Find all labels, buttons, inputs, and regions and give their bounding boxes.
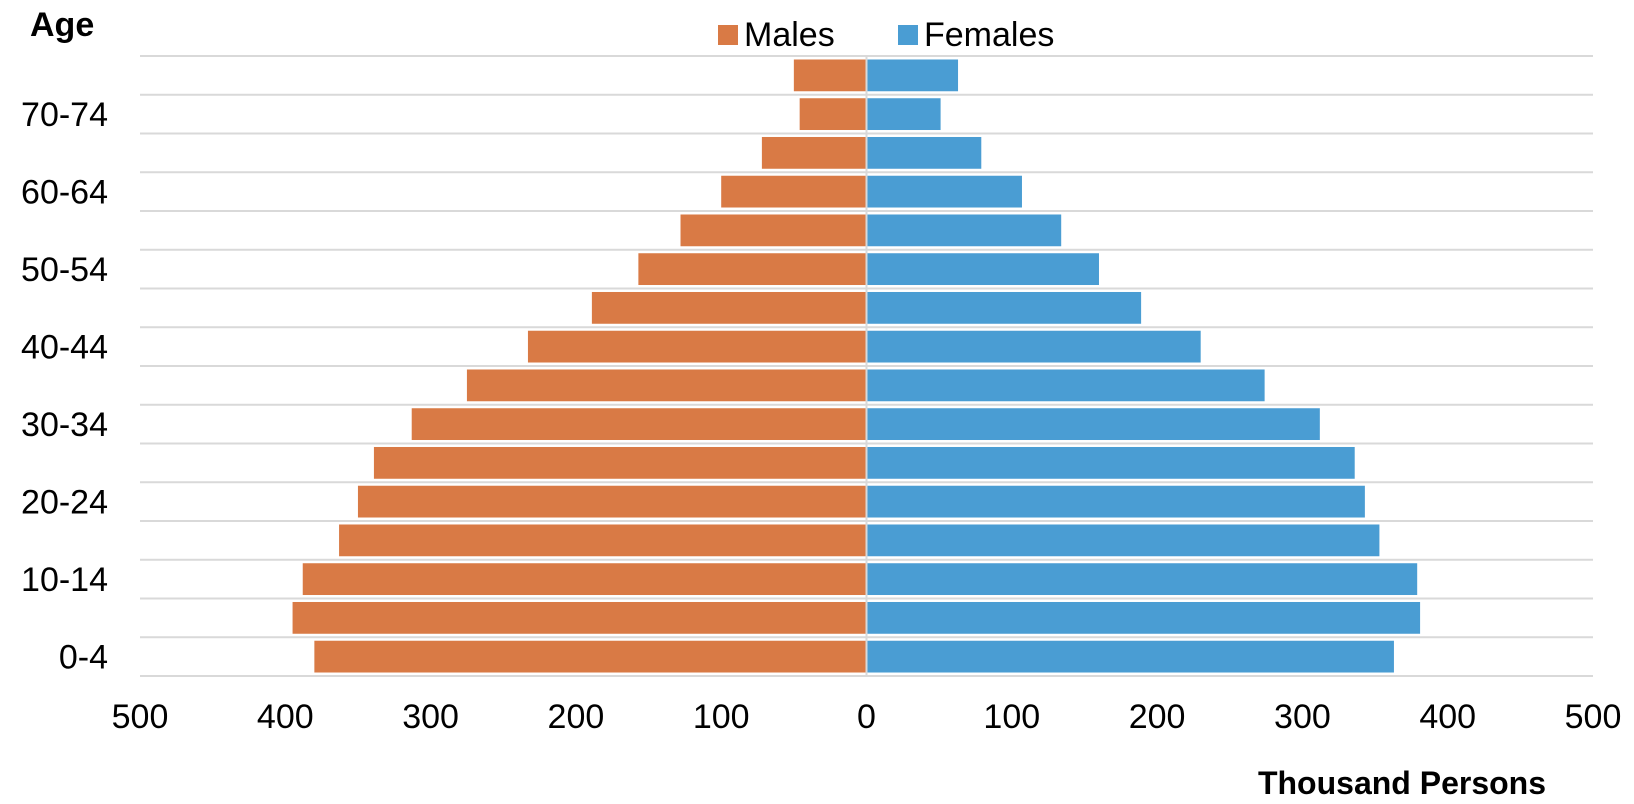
y-tick-label: 30-34 [21,406,108,444]
x-tick-label: 400 [257,698,314,736]
y-tick-label: 60-64 [21,174,108,212]
x-tick-label: 100 [983,698,1040,736]
y-tick-label: 10-14 [21,561,108,599]
x-tick-label: 300 [402,698,459,736]
bar-females-45-49 [866,291,1142,324]
x-tick-label: 300 [1274,698,1331,736]
bar-females-50-54 [866,253,1099,286]
bar-females-35-39 [866,369,1265,402]
y-tick-label: 0-4 [59,639,108,677]
bar-females-15-19 [866,524,1380,557]
bar-females-20-24 [866,485,1365,518]
x-tick-label: 100 [693,698,750,736]
x-axis-title: Thousand Persons [1258,765,1546,801]
bar-females-0-4 [866,640,1394,673]
bar-males-0-4 [314,640,867,673]
bar-males-10-14 [302,563,867,596]
x-tick-label: 500 [112,698,169,736]
legend: Males Females [718,16,1054,54]
y-tick-label: 50-54 [21,251,108,289]
x-tick-label: 0 [857,698,876,736]
y-tick-label: 20-24 [21,484,108,522]
bar-males-15-19 [339,524,867,557]
bar-males-30-34 [411,408,867,441]
x-tick-label: 400 [1419,698,1476,736]
y-tick-label: 40-44 [21,329,108,367]
bar-males-5-9 [292,601,867,634]
bar-males-60-64 [721,175,867,208]
bar-females-5-9 [866,601,1421,634]
bar-females-30-34 [866,408,1320,441]
bar-males-55-59 [680,214,867,247]
bar-males-65-69 [761,136,867,169]
x-tick-label: 200 [548,698,605,736]
x-tick-labels: 500 400 300 200 100 0 100 200 300 400 500 [112,698,1622,736]
legend-label-females: Females [924,16,1054,54]
bar-males-75+ [793,59,867,92]
x-tick-label: 500 [1565,698,1622,736]
y-axis-title: Age [30,6,94,44]
bar-females-10-14 [866,563,1418,596]
bar-females-65-69 [866,136,982,169]
bar-males-25-29 [373,446,867,479]
legend-label-males: Males [744,16,835,54]
bar-females-55-59 [866,214,1062,247]
bar-females-25-29 [866,446,1355,479]
bars [292,59,1421,673]
bar-males-20-24 [357,485,867,518]
bar-males-35-39 [466,369,867,402]
bar-females-70-74 [866,98,941,131]
y-tick-label: 70-74 [21,96,108,134]
bar-males-70-74 [799,98,867,131]
legend-swatch-males [718,25,738,45]
bar-females-75+ [866,59,959,92]
bar-males-45-49 [591,291,867,324]
bar-males-50-54 [638,253,867,286]
bar-females-60-64 [866,175,1022,208]
y-tick-labels: 0-4 10-14 20-24 30-34 40-44 50-54 60-64 70-74 [21,96,108,677]
bar-males-40-44 [527,330,867,363]
bar-females-40-44 [866,330,1201,363]
x-tick-label: 200 [1129,698,1186,736]
legend-swatch-females [898,25,918,45]
